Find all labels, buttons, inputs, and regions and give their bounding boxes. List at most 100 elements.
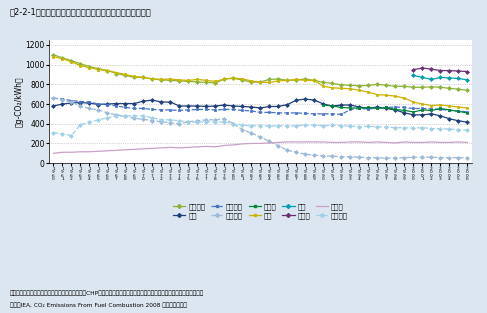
イタリア [266,124,272,128]
フランス [420,155,426,159]
インド [438,69,444,72]
英国 [240,77,245,81]
世界全体 [59,56,65,60]
世界全体 [212,81,218,85]
カナダ [51,151,56,155]
英国 [429,104,434,107]
英国 [338,86,344,90]
日本 [168,100,173,104]
フランス [222,117,227,121]
ドイツ [429,109,434,112]
日本 [465,121,470,124]
ドイツ [356,106,362,110]
カナダ [87,150,93,154]
イタリア [330,123,336,127]
イタリア [222,120,227,124]
フランス [375,156,380,160]
世界全体 [420,85,426,89]
日本 [438,114,444,118]
アメリカ [186,108,191,112]
日本 [455,119,461,123]
カナダ [186,146,191,149]
アメリカ [95,102,101,106]
英国 [131,74,137,78]
カナダ [330,141,336,144]
ドイツ [402,109,408,112]
世界全体 [411,85,416,89]
フランス [447,156,452,160]
イタリア [150,116,155,120]
中国 [420,75,426,79]
世界全体 [375,82,380,86]
世界全体 [95,67,101,70]
アメリカ [77,100,83,104]
カナダ [402,140,408,144]
英国 [312,79,318,82]
日本 [294,98,300,102]
イタリア [69,134,75,137]
世界全体 [123,74,129,77]
カナダ [465,141,470,144]
アメリカ [429,107,434,111]
ドイツ [330,104,336,108]
イタリア [105,116,111,120]
日本 [59,102,65,106]
アメリカ [312,112,318,116]
イタリア [59,132,65,136]
カナダ [123,148,129,152]
フランス [366,156,372,160]
アメリカ [266,110,272,114]
フランス [159,120,165,124]
カナダ [204,145,209,148]
英国 [113,71,119,74]
英国 [141,75,147,79]
世界全体 [438,85,444,89]
カナダ [276,141,281,144]
フランス [51,96,56,100]
カナダ [230,143,236,147]
アメリカ [258,110,263,114]
世界全体 [330,81,336,85]
イタリア [420,126,426,130]
英国 [150,77,155,81]
アメリカ [230,108,236,111]
イタリア [465,128,470,132]
イタリア [356,125,362,129]
カナダ [294,140,300,144]
アメリカ [348,108,354,111]
英国 [258,80,263,84]
フランス [465,156,470,160]
世界全体 [320,80,326,84]
世界全体 [284,79,290,82]
フランス [176,122,182,126]
カナダ [141,147,147,151]
日本 [375,105,380,109]
世界全体 [294,78,300,82]
中国 [455,77,461,80]
ドイツ [447,108,452,112]
世界全体 [230,77,236,80]
カナダ [420,141,426,144]
Line: 中国: 中国 [412,74,469,81]
日本 [186,104,191,108]
カナダ [455,140,461,144]
世界全体 [105,69,111,72]
カナダ [159,146,165,150]
日本 [159,100,165,104]
フランス [402,156,408,160]
日本 [312,98,318,102]
イタリア [338,124,344,128]
イタリア [366,124,372,128]
アメリカ [248,109,254,113]
フランス [95,108,101,112]
英国 [447,104,452,108]
イタリア [131,114,137,118]
イタリア [212,121,218,124]
インド [465,70,470,74]
アメリカ [447,109,452,112]
世界全体 [356,84,362,88]
日本 [284,103,290,106]
ドイツ [348,106,354,110]
ドイツ [420,108,426,112]
英国 [366,90,372,94]
